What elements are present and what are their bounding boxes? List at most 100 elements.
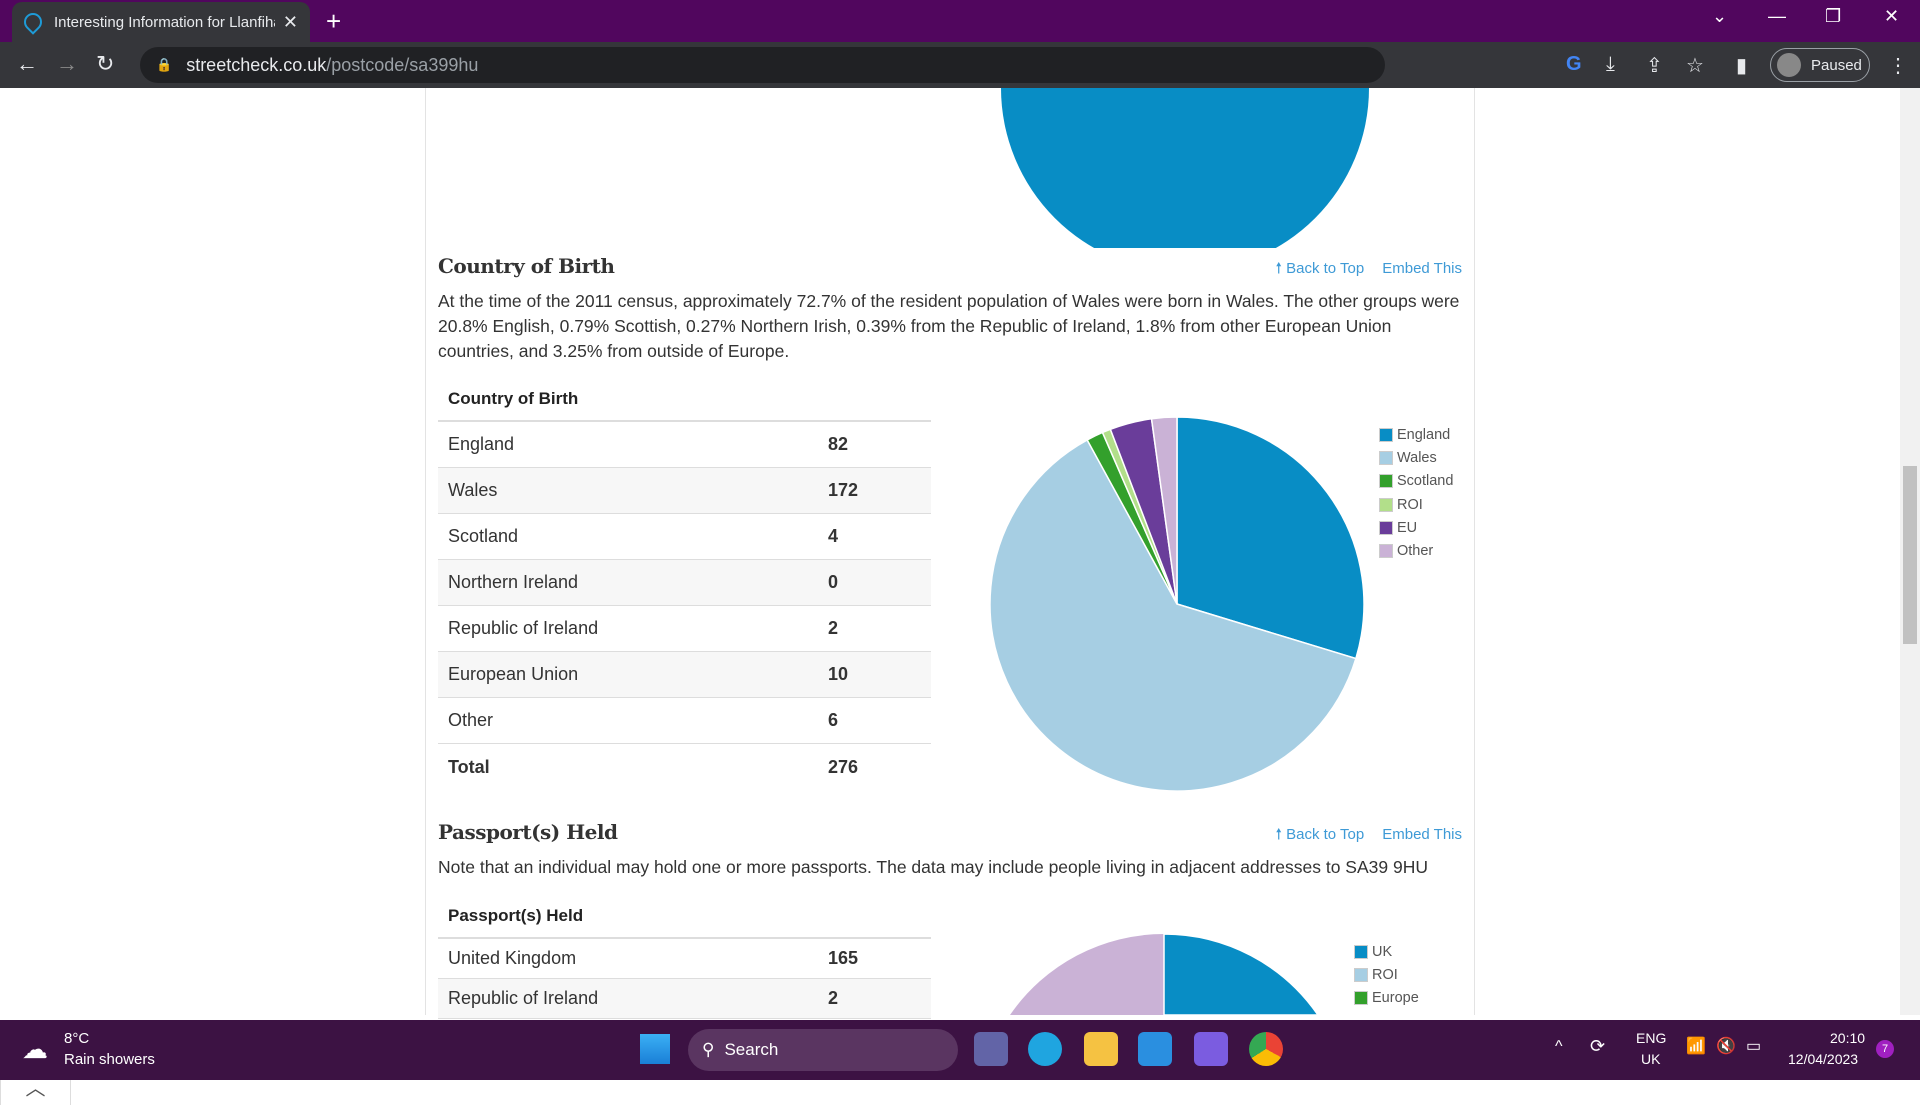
new-tab-button[interactable]: + (326, 6, 342, 36)
reload-icon[interactable]: ↻ (96, 51, 115, 76)
row-value: 2 (828, 988, 839, 1008)
battery-icon[interactable]: ▭ (1746, 1038, 1762, 1055)
scrollbar-thumb[interactable] (1903, 466, 1917, 644)
legend-swatch (1354, 944, 1368, 959)
mail-icon[interactable] (1138, 1032, 1172, 1066)
restore-button[interactable]: ❐ (1825, 6, 1842, 26)
legend-label: ROI (1397, 496, 1423, 513)
menu-icon[interactable]: ⋮ (1888, 55, 1908, 77)
notification-badge[interactable]: 7 (1876, 1040, 1894, 1058)
edge-icon[interactable] (1028, 1032, 1062, 1066)
table-row: Northern Ireland 0 (438, 560, 931, 606)
previous-pie-slice (1001, 88, 1369, 248)
lock-icon: 🔒 (156, 57, 173, 72)
url-path: /postcode/sa399hu (326, 54, 479, 75)
file-explorer-icon[interactable] (1084, 1032, 1118, 1066)
taskbar-search[interactable]: ⚲ Search (688, 1029, 958, 1071)
share-icon[interactable]: ⇪ (1646, 55, 1663, 77)
legend-swatch (1379, 544, 1393, 559)
row-value: 82 (828, 434, 849, 454)
taskbar: ☁ 8°C Rain showers ⚲ Search ^ ⟳ ENG UK 📶 … (0, 1020, 1920, 1080)
table-row: European Union 10 (438, 652, 931, 698)
previous-pie-chart (1001, 88, 1369, 248)
row-value: 172 (828, 480, 859, 500)
legend-item: ROI (1379, 493, 1453, 516)
language-bottom[interactable]: UK (1641, 1051, 1661, 1067)
section-links: 🠕 Back to Top Embed This (1258, 258, 1462, 283)
row-label: Republic of Ireland (448, 988, 599, 1008)
tab-strip: Interesting Information for Llanfihangel… (0, 0, 1920, 42)
legend-swatch (1354, 991, 1368, 1006)
sync-icon[interactable]: ⟳ (1590, 1036, 1606, 1056)
scrollbar[interactable] (1900, 88, 1920, 1015)
pie-slice-england (1176, 416, 1365, 660)
row-label: Other (448, 710, 494, 730)
profile-status: Paused (1811, 56, 1862, 74)
passport-pie-chart (1010, 933, 1319, 1015)
tab-search-icon[interactable]: ⌄ (1712, 6, 1728, 26)
legend-item: Wales (1379, 446, 1453, 469)
bookmark-star-icon[interactable]: ☆ (1686, 55, 1704, 77)
legend-item: Scotland (1379, 470, 1453, 493)
browser-tab[interactable]: Interesting Information for Llanfihangel… (12, 2, 310, 42)
legend-label: Wales (1397, 449, 1437, 466)
embed-link[interactable]: Embed This (1382, 826, 1462, 843)
total-row: Total 276 (438, 744, 931, 790)
language-top[interactable]: ENG (1636, 1030, 1667, 1046)
pie-slice-other (1010, 934, 1164, 1015)
table-row: Scotland 4 (438, 514, 931, 560)
legend-label: Europe (1372, 990, 1419, 1007)
row-value: 165 (828, 948, 859, 968)
section-description: Note that an individual may hold one or … (438, 857, 1428, 877)
install-icon[interactable]: ⤓ (1606, 53, 1615, 75)
mute-icon[interactable]: 🔇 (1716, 1038, 1736, 1055)
start-icon[interactable] (640, 1034, 670, 1064)
tray-chevron-icon[interactable]: ^ (1555, 1038, 1563, 1055)
content-column: Country of Birth 🠕 Back to Top Embed This… (425, 88, 1475, 1019)
minimize-button[interactable]: — (1768, 6, 1786, 26)
close-tab-icon[interactable]: ✕ (282, 11, 298, 32)
legend-label: EU (1397, 519, 1418, 536)
close-window-button[interactable]: ✕ (1884, 6, 1900, 26)
legend-item: England (1379, 423, 1453, 446)
table-title: Country of Birth (438, 376, 931, 422)
legend-swatch (1379, 427, 1393, 442)
table-title: Passport(s) Held (438, 893, 931, 939)
address-bar[interactable]: 🔒 streetcheck.co.uk/postcode/sa399hu (140, 47, 1385, 83)
row-value: 0 (828, 572, 839, 592)
legend-item: ROI (1354, 963, 1419, 986)
profile-button[interactable]: Paused (1770, 48, 1870, 82)
teams-icon[interactable] (974, 1032, 1008, 1066)
search-label: Search (724, 1040, 779, 1059)
legend-label: ROI (1372, 966, 1398, 983)
table-row: Republic of Ireland 2 (438, 979, 931, 1019)
passport-legend: UK ROI Europe (1354, 940, 1419, 1010)
forward-icon[interactable]: → (56, 51, 78, 76)
side-panel-icon[interactable]: ▮ (1736, 55, 1748, 77)
legend-swatch (1379, 474, 1393, 489)
country-pie-chart (989, 416, 1365, 792)
legend-item: Other (1379, 539, 1453, 562)
chrome-icon[interactable] (1249, 1032, 1283, 1066)
embed-link[interactable]: Embed This (1382, 260, 1462, 277)
back-icon[interactable]: ← (16, 51, 38, 76)
pie-slice-uk (1163, 933, 1319, 1015)
table-row: Wales 172 (438, 468, 931, 514)
clock-date[interactable]: 12/04/2023 (1788, 1051, 1859, 1067)
legend-item: UK (1354, 940, 1419, 963)
back-to-top-link[interactable]: 🠕 Back to Top (1275, 260, 1365, 277)
copilot-icon[interactable] (1194, 1032, 1228, 1066)
section-links: 🠕 Back to Top Embed This (1258, 824, 1462, 849)
clock-time[interactable]: 20:10 (1830, 1030, 1866, 1046)
table-row: Republic of Ireland 2 (438, 606, 931, 652)
wifi-icon[interactable]: 📶 (1686, 1038, 1706, 1055)
site-favicon-icon (20, 9, 46, 35)
google-lens-icon[interactable]: G (1566, 53, 1582, 75)
temperature: 8°C (64, 1030, 90, 1047)
back-to-top-link[interactable]: 🠕 Back to Top (1275, 826, 1365, 843)
url-host: streetcheck.co.uk (186, 54, 327, 75)
row-value: 4 (828, 526, 839, 546)
legend-swatch (1354, 967, 1368, 982)
table-row: United Kingdom 165 (438, 939, 931, 979)
legend-label: Scotland (1397, 473, 1454, 490)
